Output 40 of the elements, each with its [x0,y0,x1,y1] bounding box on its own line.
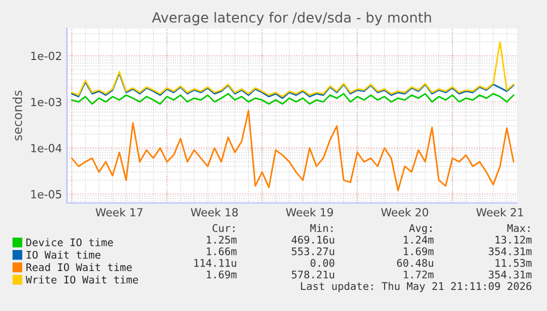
text: 0.00 [310,258,334,267]
x-tick-label: Week 20 [381,208,428,216]
x-tick-label: Week 18 [190,208,238,216]
text: Max: [507,224,530,232]
text: 11.53m [496,258,532,267]
x-tick-label: Week 21 [476,208,524,216]
text: 469.16u [292,236,334,244]
x-tick-label: Week 17 [96,208,142,216]
line-series [70,72,514,99]
y-tick-label: 1e-05 [31,190,62,198]
text: 553.27u [292,247,334,256]
text: Last update: Thu May 21 21:11:09 2026 [301,282,532,292]
line-series [70,41,514,98]
chart-title: Average latency for /dev/sda - by month [152,12,431,26]
legend-label: Write IO Wait time [26,276,138,284]
legend-label: Read IO Wait time [26,263,132,272]
line-series [70,110,514,192]
text: 114.11u [194,259,236,267]
text: 1.69m [404,247,434,256]
line-series [70,92,514,105]
y-tick-label: 1e-03 [31,98,62,106]
text: Min: [310,224,332,232]
text: 60.48u [397,258,434,267]
text: 1.72m [404,270,434,278]
x-tick-label: Week 19 [286,208,333,216]
text: 1.24m [404,236,434,244]
text: 578.21u [292,270,334,278]
text: Avg: [409,224,432,234]
legend-label: Device IO time [26,238,113,246]
text: 1.25m [206,236,237,244]
text: 13.12m [496,236,532,244]
text: 354.31m [488,247,532,256]
y-tick-label: 1e-02 [31,52,62,60]
legend-label: IO Wait time [26,250,100,259]
text: 1.69m [206,270,237,278]
text: Cur: [212,224,234,232]
text: 1.66m [206,247,237,256]
text: 354.31m [488,270,532,278]
y-axis-title: seconds [12,90,22,140]
y-tick-label: 1e-04 [31,144,62,152]
